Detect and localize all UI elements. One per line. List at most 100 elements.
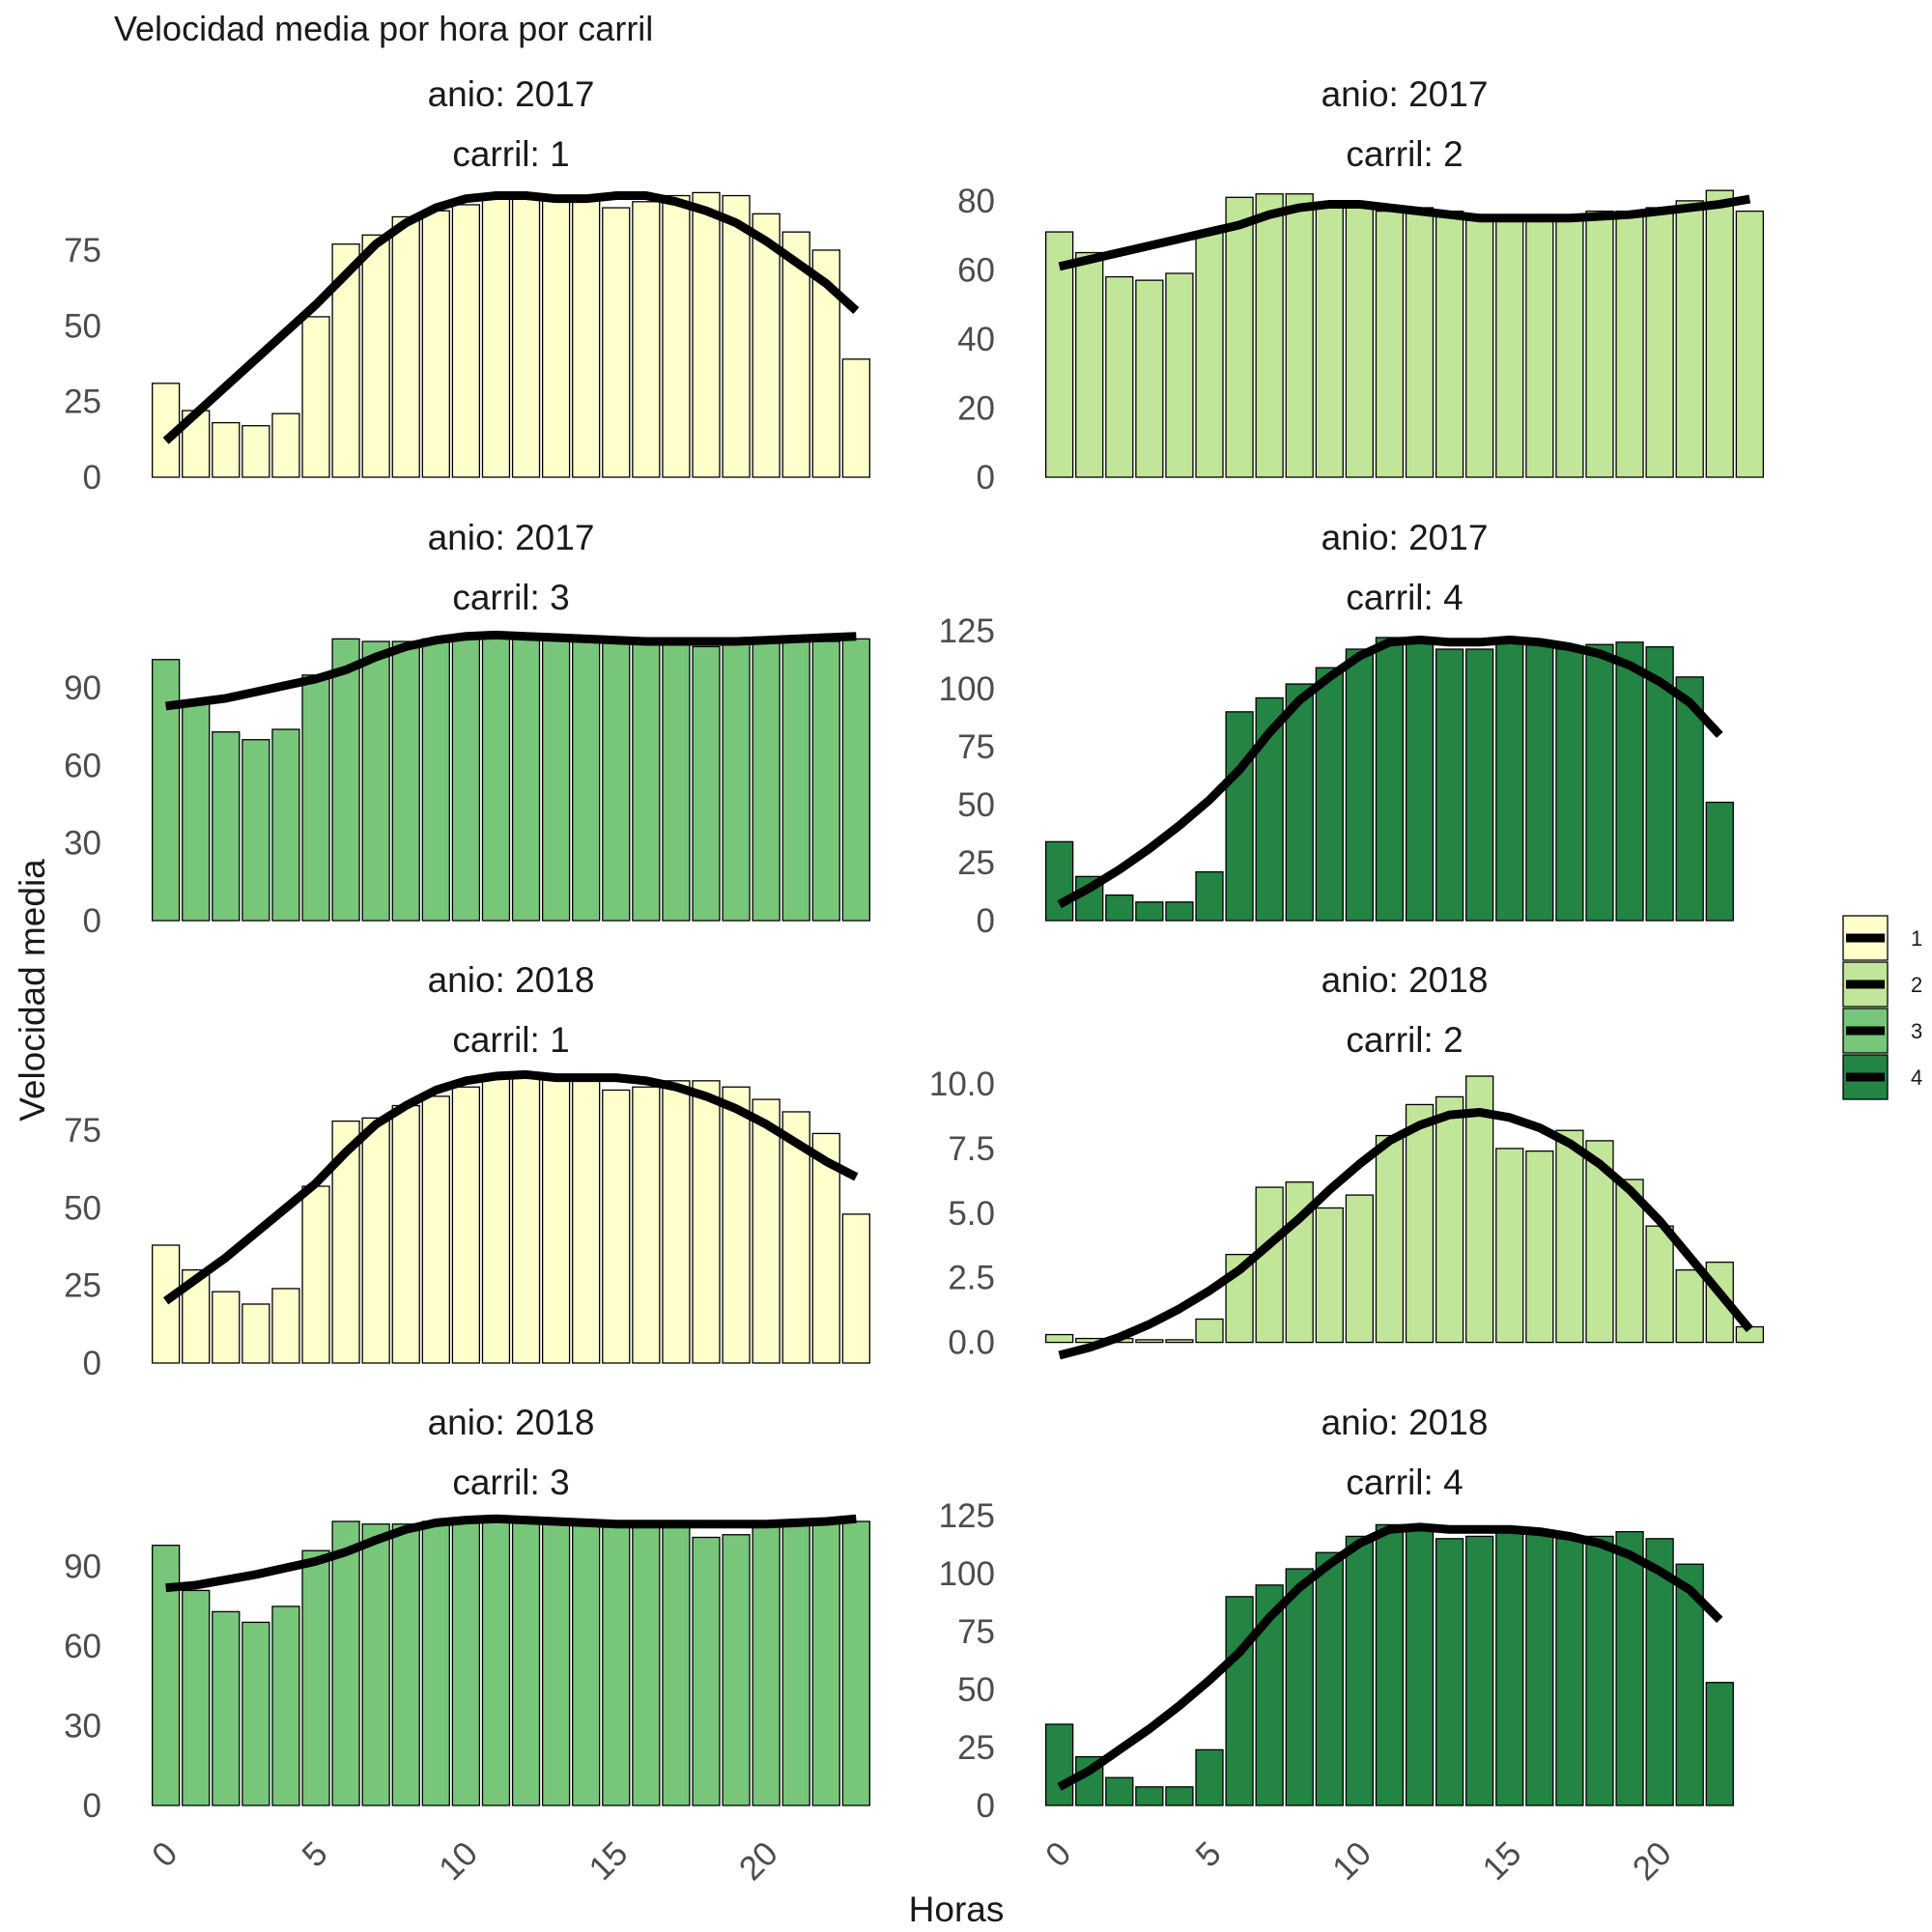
bar bbox=[1525, 1150, 1554, 1344]
bar bbox=[1705, 1682, 1734, 1806]
bar bbox=[1285, 193, 1314, 478]
bar bbox=[1525, 643, 1554, 922]
bar bbox=[541, 198, 571, 478]
facet-strip-year: anio: 2018 bbox=[1321, 1403, 1489, 1442]
bar bbox=[1435, 1095, 1464, 1344]
bar bbox=[692, 1536, 721, 1806]
bar bbox=[361, 1523, 390, 1806]
bar bbox=[1255, 1186, 1284, 1344]
smooth-line bbox=[1058, 194, 1751, 271]
bar bbox=[271, 728, 300, 922]
y-tick-label: 125 bbox=[939, 1497, 995, 1535]
bar bbox=[361, 640, 390, 922]
y-tick-label: 10.0 bbox=[929, 1065, 995, 1103]
bar bbox=[152, 659, 181, 922]
bar bbox=[1225, 196, 1254, 478]
bar bbox=[781, 1520, 810, 1806]
legend-item: 3 bbox=[1842, 1008, 1922, 1054]
bar bbox=[1645, 1225, 1674, 1344]
y-tick-label: 60 bbox=[64, 747, 101, 784]
bar bbox=[1315, 203, 1344, 478]
bar bbox=[1645, 207, 1674, 478]
y-tick-label: 7.5 bbox=[948, 1130, 995, 1168]
x-tick-label: 5 bbox=[1188, 1834, 1228, 1874]
legend-label: 2 bbox=[1911, 973, 1922, 997]
bar bbox=[662, 643, 691, 922]
x-tick-label: 15 bbox=[582, 1834, 635, 1888]
x-tick-label: 0 bbox=[1038, 1834, 1078, 1874]
y-tick-label: 75 bbox=[64, 1112, 101, 1150]
legend-item: 2 bbox=[1842, 961, 1922, 1008]
bar bbox=[1615, 1179, 1644, 1344]
bar bbox=[572, 1523, 601, 1806]
legend: 1 2 3 4 bbox=[1842, 915, 1922, 1100]
bar bbox=[722, 194, 751, 478]
bar bbox=[1495, 641, 1524, 922]
bar bbox=[1195, 1748, 1224, 1806]
facet-strip-lane: carril: 2 bbox=[1346, 1020, 1463, 1060]
y-tick-label: 75 bbox=[957, 1613, 995, 1651]
bar bbox=[1435, 648, 1464, 922]
bar bbox=[722, 1086, 751, 1364]
bar bbox=[481, 1518, 511, 1806]
smooth-line bbox=[1057, 635, 1723, 909]
bar bbox=[1135, 1339, 1164, 1344]
y-tick-label: 125 bbox=[939, 612, 995, 650]
bar bbox=[212, 731, 241, 922]
bar bbox=[1075, 251, 1104, 478]
bar bbox=[1555, 213, 1584, 478]
bar bbox=[632, 1086, 661, 1364]
bar bbox=[662, 1525, 691, 1806]
bar bbox=[841, 358, 870, 478]
bar bbox=[1345, 1535, 1375, 1806]
smooth-line bbox=[1058, 1107, 1753, 1360]
bar bbox=[511, 194, 541, 478]
bar bbox=[1495, 213, 1524, 478]
bar bbox=[692, 191, 721, 478]
facet-strip-year: anio: 2017 bbox=[1321, 74, 1489, 114]
bar bbox=[391, 640, 420, 922]
bar bbox=[541, 1523, 571, 1806]
y-tick-label: 0.0 bbox=[948, 1324, 995, 1362]
facet-strip-year: anio: 2017 bbox=[428, 74, 595, 114]
bar bbox=[1375, 1134, 1405, 1344]
bar bbox=[1375, 210, 1405, 478]
facet-panel: anio: 2018 carril: 2 0.0 2.5 5.0 7.5 10.0 bbox=[929, 960, 1764, 1362]
bar bbox=[1375, 637, 1405, 922]
bar bbox=[1735, 210, 1764, 478]
bar bbox=[1555, 648, 1584, 922]
smooth-line bbox=[163, 1069, 859, 1305]
y-tick-label: 0 bbox=[977, 1787, 995, 1825]
bar bbox=[271, 1605, 300, 1806]
bar bbox=[1315, 1551, 1344, 1806]
bar bbox=[811, 1132, 840, 1364]
bar bbox=[1555, 1129, 1584, 1344]
bar bbox=[182, 1589, 211, 1806]
facet-strip-lane: carril: 3 bbox=[452, 578, 569, 617]
bar bbox=[1105, 1776, 1134, 1806]
y-tick-label: 0 bbox=[977, 459, 995, 497]
bar bbox=[1045, 840, 1074, 922]
bar bbox=[1585, 210, 1614, 478]
x-tick-label: 10 bbox=[1325, 1834, 1378, 1888]
bar bbox=[1405, 207, 1435, 478]
smooth-line bbox=[165, 630, 857, 711]
bar bbox=[632, 640, 661, 922]
bar bbox=[1315, 1207, 1344, 1344]
bar bbox=[662, 194, 691, 478]
bar bbox=[1165, 1786, 1194, 1806]
bar bbox=[421, 210, 450, 478]
bar bbox=[391, 215, 420, 478]
bar bbox=[1165, 1339, 1194, 1344]
smooth-line bbox=[162, 191, 860, 444]
bar bbox=[572, 194, 601, 478]
bar bbox=[1165, 272, 1194, 478]
bar bbox=[541, 1076, 571, 1364]
bar bbox=[212, 1291, 241, 1364]
bar bbox=[722, 643, 751, 922]
facet-strip-year: anio: 2018 bbox=[428, 960, 595, 1000]
bar bbox=[511, 636, 541, 922]
bar bbox=[662, 1080, 691, 1364]
y-tick-label: 0 bbox=[83, 459, 101, 497]
